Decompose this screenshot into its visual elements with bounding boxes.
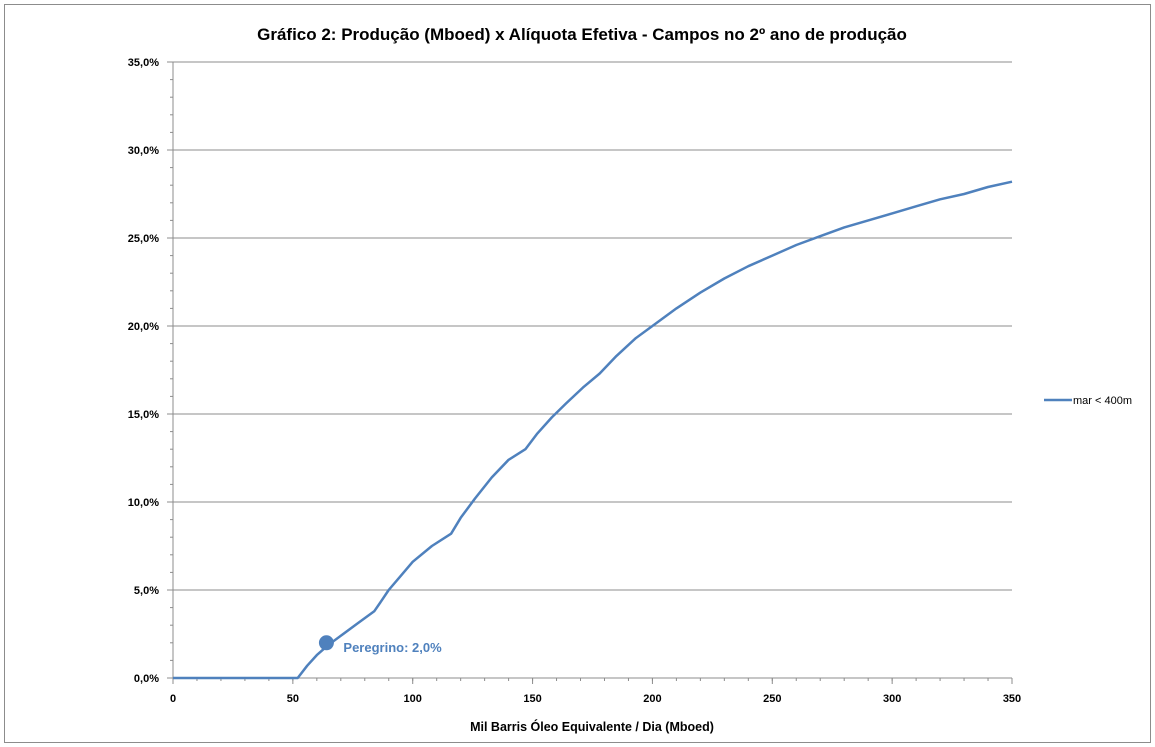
y-tick-label: 20,0% — [128, 321, 159, 333]
y-tick-label: 5,0% — [134, 585, 159, 597]
legend-label: mar < 400m — [1073, 395, 1132, 407]
legend: mar < 400m — [1044, 395, 1132, 407]
x-tick-label: 250 — [763, 693, 781, 705]
gridlines — [173, 61, 1012, 591]
annotation-marker — [318, 635, 334, 651]
x-tick-label: 0 — [170, 693, 176, 705]
y-tick-label: 15,0% — [128, 409, 159, 421]
series-layer — [173, 180, 1013, 680]
y-tick-label: 30,0% — [128, 145, 159, 157]
chart-title: Gráfico 2: Produção (Mboed) x Alíquota E… — [257, 25, 907, 44]
annotation-label: Peregrino: 2,0% — [343, 640, 442, 655]
x-tick-label: 100 — [404, 693, 422, 705]
chart-frame — [4, 4, 1151, 743]
x-tick-label: 300 — [883, 693, 901, 705]
x-tick-labels: 0 50 100 150 200 250 300 350 — [170, 693, 1021, 705]
y-tick-label: 0,0% — [134, 673, 159, 685]
annotation-layer: Peregrino: 2,0% — [318, 635, 442, 655]
x-tick-label: 350 — [1003, 693, 1021, 705]
x-tick-label: 50 — [287, 693, 299, 705]
x-tick-label: 150 — [523, 693, 541, 705]
x-tick-label: 200 — [643, 693, 661, 705]
x-axis-label: Mil Barris Óleo Equivalente / Dia (Mboed… — [470, 719, 714, 734]
y-tick-label: 10,0% — [128, 497, 159, 509]
y-tick-label: 35,0% — [128, 57, 159, 69]
y-tick-labels: 0,0% 5,0% 10,0% 15,0% 20,0% 25,0% 30,0% 35,0% — [128, 57, 159, 685]
series-line — [173, 180, 1013, 680]
y-tick-label: 25,0% — [128, 233, 159, 245]
axes — [167, 61, 1013, 684]
minor-tick-marks — [170, 61, 1013, 681]
